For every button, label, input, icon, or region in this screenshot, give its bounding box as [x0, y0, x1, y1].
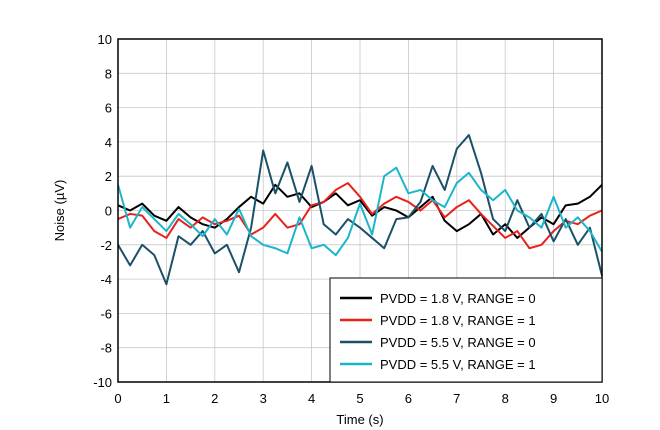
x-tick-label: 9: [550, 391, 557, 406]
x-tick-label: 8: [502, 391, 509, 406]
legend-label-1: PVDD = 1.8 V, RANGE = 0: [380, 291, 536, 306]
y-tick-label: 0: [105, 204, 112, 219]
legend-label-2: PVDD = 1.8 V, RANGE = 1: [380, 313, 536, 328]
y-tick-label: -8: [100, 341, 112, 356]
y-tick-label: -10: [93, 375, 112, 390]
x-tick-label: 5: [356, 391, 363, 406]
y-tick-label: 2: [105, 169, 112, 184]
series-line-2: [117, 182, 603, 250]
legend-label-4: PVDD = 5.5 V, RANGE = 1: [380, 357, 536, 372]
y-tick-label: 4: [105, 135, 112, 150]
legend: PVDD = 1.8 V, RANGE = 0 PVDD = 1.8 V, RAN…: [329, 277, 603, 383]
x-tick-label: 7: [453, 391, 460, 406]
legend-label-3: PVDD = 5.5 V, RANGE = 0: [380, 335, 536, 350]
y-axis-title: Noise (µV): [52, 180, 67, 242]
y-tick-label: -4: [100, 272, 112, 287]
x-tick-label: 6: [405, 391, 412, 406]
x-tick-label: 2: [211, 391, 218, 406]
x-tick-label: 0: [114, 391, 121, 406]
x-axis-title: Time (s): [336, 412, 383, 427]
x-tick-label: 10: [595, 391, 609, 406]
series-line-4: [117, 166, 603, 257]
y-tick-label: 10: [98, 32, 112, 47]
axis-ticks: 0 1 2 3 4 5 6 7 8 9 10 -10 -8 -6 -4 -2 0 2 4 6 8 10: [93, 32, 609, 406]
y-tick-label: -6: [100, 306, 112, 321]
x-tick-label: 4: [308, 391, 315, 406]
y-tick-label: 6: [105, 101, 112, 116]
series-lines: [117, 134, 603, 286]
y-tick-label: -2: [100, 238, 112, 253]
legend-box: [329, 277, 603, 383]
y-tick-label: 8: [105, 66, 112, 81]
x-tick-label: 1: [163, 391, 170, 406]
series-line-3: [117, 134, 603, 286]
x-tick-label: 3: [260, 391, 267, 406]
